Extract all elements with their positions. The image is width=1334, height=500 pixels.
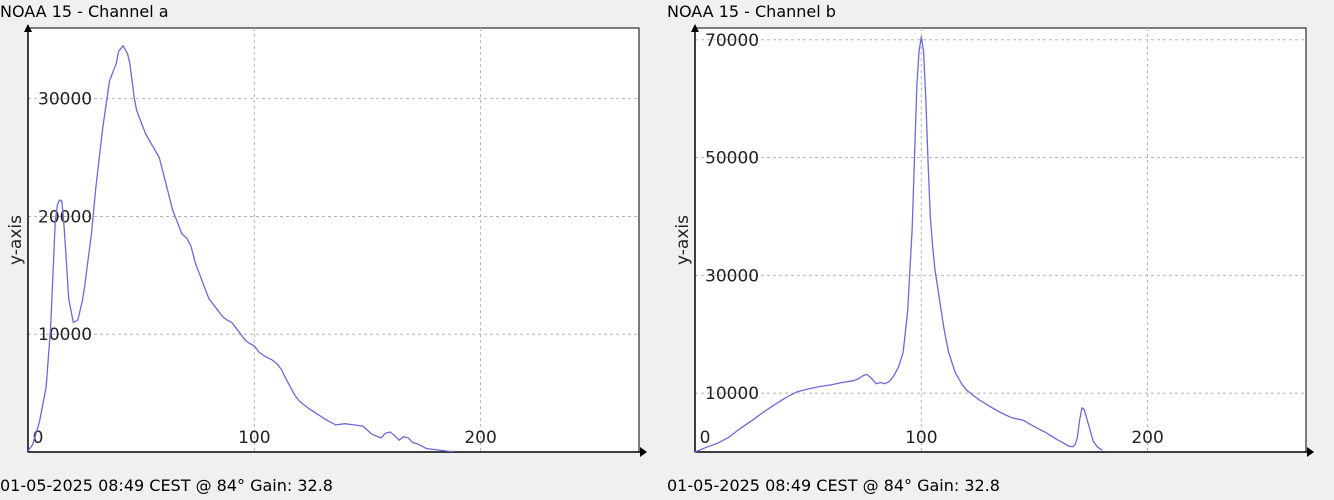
y-tick-label: 50000 — [705, 149, 759, 169]
x-tick-label: 200 — [1131, 428, 1163, 448]
chart-footer-timestamp: 01-05-2025 08:49 CEST @ 84° Gain: 32.8 — [0, 476, 333, 495]
x-tick-label: 100 — [238, 428, 270, 448]
x-axis-arrow — [1307, 447, 1314, 457]
chart-footer-timestamp: 01-05-2025 08:49 CEST @ 84° Gain: 32.8 — [667, 476, 1000, 495]
chart-panel-channel-a: NOAA 15 - Channel a 0 100 200 10000 20000 300… — [0, 0, 660, 500]
y-axis-arrow — [691, 24, 699, 32]
y-tick-label: 20000 — [38, 207, 92, 227]
chart-title: NOAA 15 - Channel b — [667, 2, 836, 21]
y-axis-label: y-axis — [6, 215, 26, 265]
x-axis-arrow — [640, 447, 647, 457]
plot-area — [694, 27, 1307, 453]
y-tick-label: 30000 — [38, 90, 92, 110]
y-axis-label: y-axis — [673, 215, 693, 265]
x-tick-label: 200 — [464, 428, 496, 448]
x-tick-label: 100 — [905, 428, 937, 448]
y-axis-arrow — [24, 24, 32, 32]
series-line — [27, 45, 454, 453]
y-tick-label: 10000 — [705, 384, 759, 404]
x-tick-label: 0 — [700, 428, 711, 448]
x-tick-label: 0 — [33, 428, 44, 448]
chart-panel-channel-b: NOAA 15 - Channel b 0 100 200 10000 30000 500… — [667, 0, 1327, 500]
y-tick-label: 70000 — [705, 31, 759, 51]
plot-area — [27, 27, 640, 453]
y-tick-label: 30000 — [705, 266, 759, 286]
chart-plot-channel-a: 0 100 200 10000 20000 30000 y-axis — [6, 24, 647, 457]
y-tick-label: 10000 — [38, 325, 92, 345]
series-line — [694, 36, 1103, 453]
chart-plot-channel-b: 0 100 200 10000 30000 50000 70000 y-axis — [673, 24, 1314, 457]
chart-title: NOAA 15 - Channel a — [0, 2, 169, 21]
